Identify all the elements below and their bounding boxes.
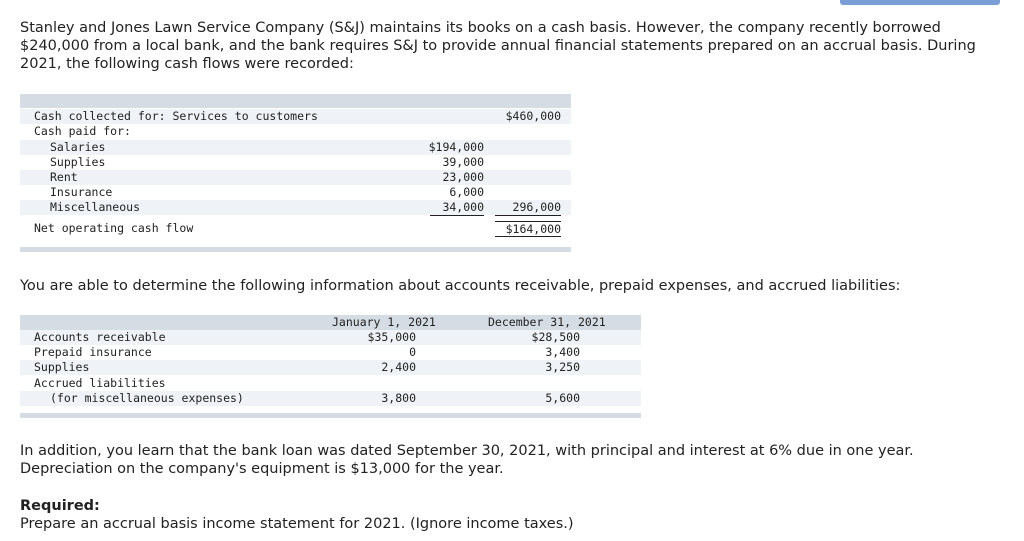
table-row: Accrued liabilities [20,376,641,391]
jan-value: 2,400 [381,360,416,374]
jan-value: 0 [409,345,416,359]
dec-value: 3,400 [545,345,580,359]
intro-paragraph: Stanley and Jones Lawn Service Company (… [20,20,976,72]
row-amount: $194,000 [428,140,484,154]
row-amount: 34,000 [430,200,484,216]
row-label: Salaries [50,140,106,154]
table-row: Cash collected for: Services to customer… [20,109,571,124]
table-row: Rent 23,000 [20,170,571,185]
row-total: $460,000 [505,109,561,123]
row-label: (for miscellaneous expenses) [50,391,244,405]
dec-value: 5,600 [545,391,580,405]
column-header-jan: January 1, 2021 [332,315,436,329]
dec-value: 3,250 [545,360,580,374]
row-label: Cash paid for: [34,124,131,138]
row-label: Supplies [50,155,106,169]
table-row: Prepaid insurance 0 3,400 [20,345,641,360]
table-row: Miscellaneous 34,000 296,000 [20,200,571,216]
net-cash-flow-value: $164,000 [495,221,561,237]
table-row: Supplies 39,000 [20,155,571,170]
table-row: (for miscellaneous expenses) 3,800 5,600 [20,391,641,406]
dec-value: $28,500 [531,330,580,344]
row-amount: 39,000 [442,155,484,169]
row-label: Supplies [34,360,90,374]
row-amount: 23,000 [442,170,484,184]
table-row: Supplies 2,400 3,250 [20,360,641,375]
table-row: Accounts receivable $35,000 $28,500 [20,330,641,345]
row-label: Miscellaneous [50,200,141,214]
required-label: Required: [20,498,100,514]
row-total: 296,000 [495,200,561,216]
row-label: Accounts receivable [34,330,166,344]
required-section: Required: Prepare an accrual basis incom… [20,497,995,533]
table-header-row: January 1, 2021 December 31, 2021 [20,315,641,330]
column-header-dec: December 31, 2021 [488,315,606,329]
table-row: Salaries $194,000 [20,140,571,155]
row-label: Accrued liabilities [34,376,166,390]
top-tab-indicator [840,0,1000,5]
jan-value: $35,000 [367,330,416,344]
net-cash-flow-label: Net operating cash flow [34,221,194,235]
row-label: Rent [50,170,78,184]
table-row: Insurance 6,000 [20,185,571,200]
table-top-bar [20,94,571,108]
table-bottom-bar [20,413,641,418]
row-amount: 6,000 [449,185,484,199]
table-bottom-bar [20,247,571,252]
balances-table: January 1, 2021 December 31, 2021 Accoun… [20,314,641,419]
row-label: Insurance [50,185,113,199]
balances-intro-paragraph: You are able to determine the following … [20,278,901,294]
cash-flow-table: Cash collected for: Services to customer… [20,94,571,252]
row-label: Cash collected for: Services to customer… [34,109,318,123]
jan-value: 3,800 [381,391,416,405]
additional-info-paragraph: In addition, you learn that the bank loa… [20,443,914,477]
table-row: Cash paid for: [20,124,571,139]
required-text: Prepare an accrual basis income statemen… [20,516,574,532]
row-label: Prepaid insurance [34,345,152,359]
net-cash-flow-row: Net operating cash flow $164,000 [20,221,571,237]
